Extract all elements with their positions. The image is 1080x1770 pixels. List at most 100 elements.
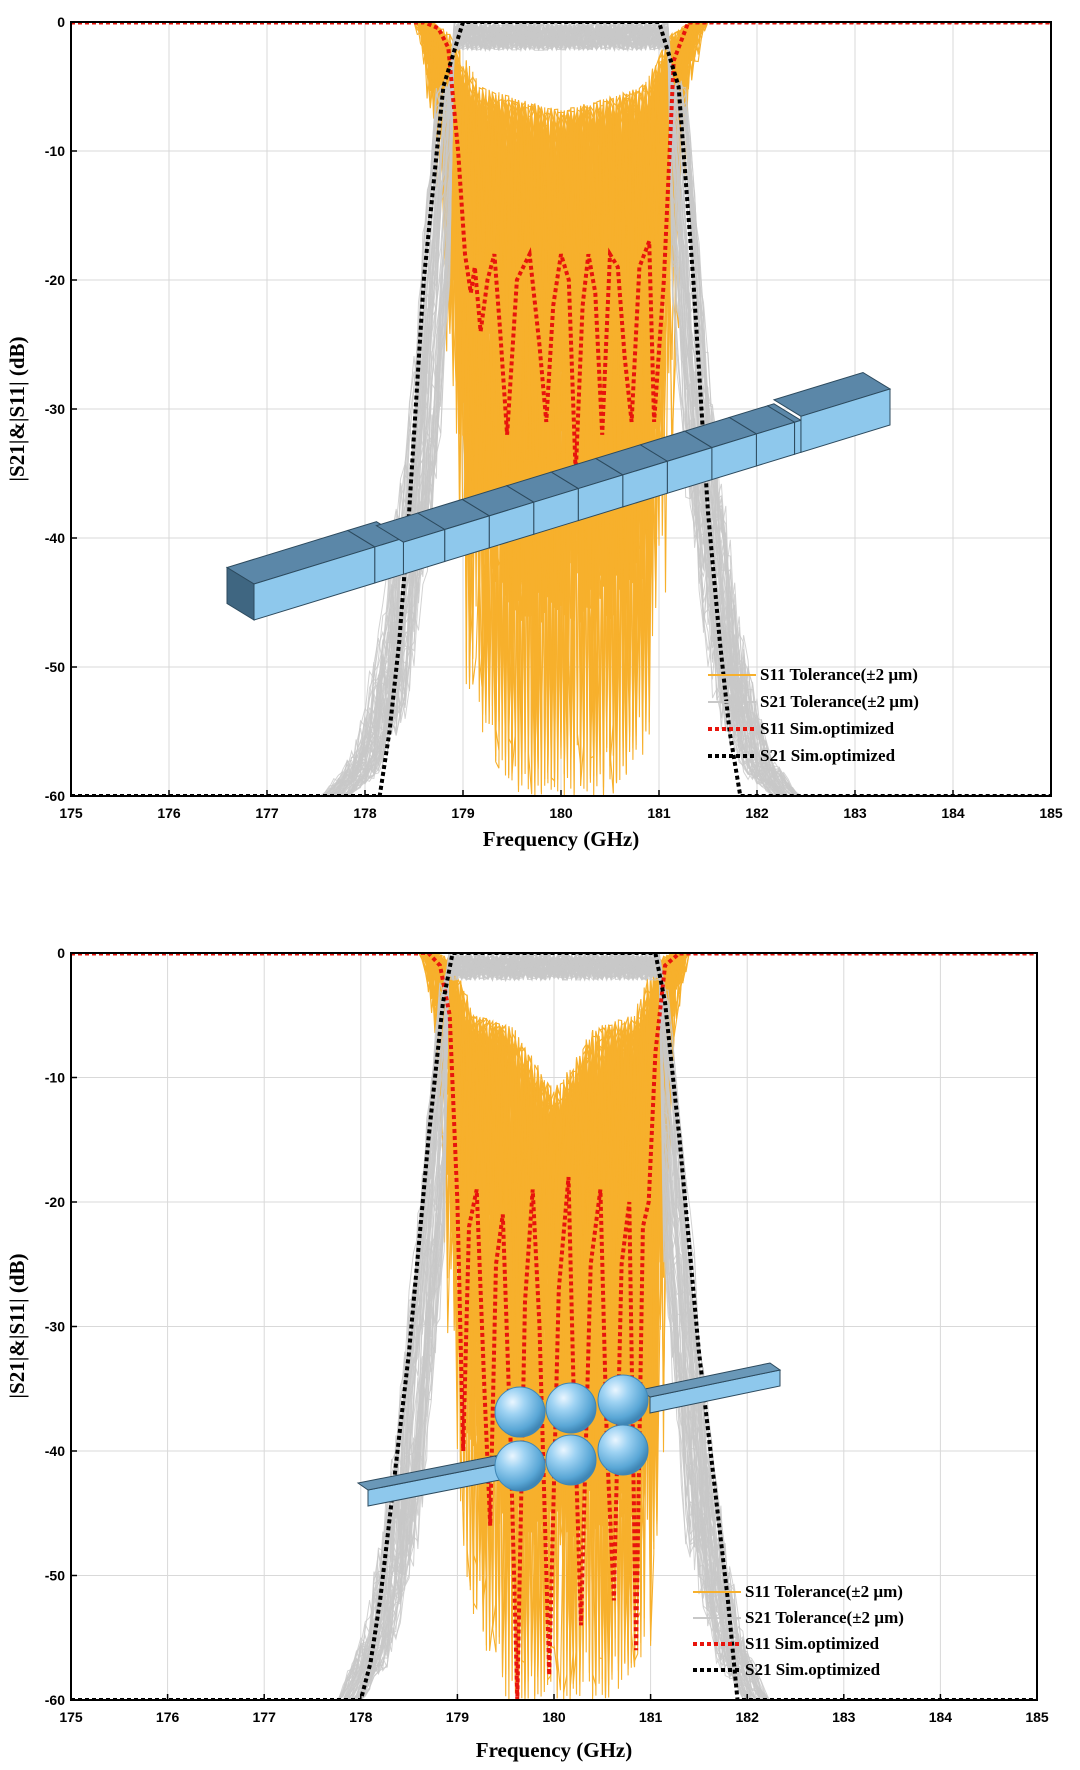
x-tick-label: 182	[736, 1709, 760, 1725]
s11-tolerance-trace	[71, 953, 1037, 1700]
x-tick-label: 185	[1025, 1709, 1049, 1725]
s11-tolerance-trace	[71, 953, 1037, 1653]
s21-tolerance-trace	[71, 953, 1037, 1700]
waveguide-front-face	[800, 388, 891, 453]
y-tick-label: 0	[57, 14, 65, 30]
legend-entry: S21 Tolerance(±2 µm)	[760, 692, 919, 711]
x-tick-label: 179	[451, 805, 475, 821]
y-tick-label: -10	[45, 1070, 65, 1086]
s21-tolerance-trace	[71, 22, 1051, 796]
x-axis-label-a: Frequency (GHz)	[483, 827, 640, 851]
s21-tolerance-trace	[71, 953, 1037, 1700]
legend-entry: S11 Tolerance(±2 µm)	[760, 665, 918, 684]
waveguide-end-face	[226, 566, 255, 621]
y-axis-label-b: |S21|&|S11| (dB)	[5, 1253, 29, 1398]
x-tick-label: 183	[832, 1709, 856, 1725]
s21-tolerance-trace	[71, 22, 1051, 796]
x-tick-label: 180	[542, 1709, 566, 1725]
s21-sim-optimized-line-a	[71, 22, 1051, 796]
x-tick-label: 177	[255, 805, 279, 821]
s11-tolerance-trace	[71, 22, 1051, 776]
y-axis-label-a: |S21|&|S11| (dB)	[5, 336, 29, 481]
s21-tolerance-trace	[71, 22, 1051, 796]
s11-tolerance-trace	[71, 22, 1051, 796]
x-tick-label: 184	[941, 805, 965, 821]
s11-tolerance-trace	[71, 22, 1051, 749]
y-tick-label: -50	[45, 659, 65, 675]
x-tick-label: 179	[446, 1709, 470, 1725]
s21-tolerance-trace	[71, 953, 1037, 1700]
s21-tolerance-trace	[71, 953, 1037, 1700]
y-tick-label: -40	[45, 530, 65, 546]
s21-tolerance-traces-a	[71, 22, 1051, 796]
s21-tolerance-trace	[71, 22, 1051, 796]
legend-entry: S11 Tolerance(±2 µm)	[745, 1582, 903, 1601]
legend-a: S11 Tolerance(±2 µm) S21 Tolerance(±2 µm)…	[708, 665, 919, 765]
y-tick-label: -20	[45, 272, 65, 288]
x-tick-label: 181	[639, 1709, 663, 1725]
s11-tolerance-traces-b	[71, 953, 1037, 1700]
s21-tolerance-trace	[71, 953, 1037, 1700]
s21-tolerance-trace	[71, 22, 1051, 796]
legend-entry: S11 Sim.optimized	[745, 1634, 880, 1653]
s11-sim-optimized-line-b	[71, 953, 1037, 1700]
s21-tolerance-trace	[71, 953, 1037, 1700]
s11-tolerance-trace	[71, 22, 1051, 596]
s11-tolerance-trace	[71, 22, 1051, 509]
x-tick-label: 175	[59, 1709, 83, 1725]
waveguide-filter-inset-a	[225, 371, 892, 621]
y-tick-label: -10	[45, 143, 65, 159]
axis-ticks-a: 175 176 177 178 179 180 181 182 183 184 185 0 -10 -20…	[45, 14, 1063, 821]
s11-tolerance-trace	[71, 22, 1051, 792]
s21-tolerance-trace	[71, 953, 1037, 1700]
s11-tolerance-trace	[71, 953, 1037, 1693]
spherical-cavity	[494, 1440, 546, 1492]
s21-tolerance-trace	[71, 23, 1051, 796]
legend-entry: S21 Sim.optimized	[760, 746, 896, 765]
spherical-cavity	[597, 1374, 649, 1426]
spherical-cavity	[597, 1424, 649, 1476]
s11-tolerance-trace	[71, 22, 1051, 765]
x-axis-label-b: Frequency (GHz)	[476, 1738, 633, 1762]
x-tick-label: 183	[843, 805, 867, 821]
chart-panel-a: 175 176 177 178 179 180 181 182 183 184 185 0 -10 -20…	[5, 14, 1063, 851]
y-tick-label: -50	[45, 1568, 65, 1584]
y-tick-label: -20	[45, 1194, 65, 1210]
s21-tolerance-trace	[71, 22, 1051, 796]
s11-tolerance-trace	[71, 953, 1037, 1689]
s11-tolerance-trace	[71, 953, 1037, 1649]
s11-tolerance-trace	[71, 22, 1051, 739]
x-tick-label: 178	[353, 805, 377, 821]
s21-tolerance-trace	[71, 953, 1037, 1700]
s11-tolerance-trace	[71, 953, 1037, 1700]
s11-tolerance-trace	[71, 953, 1037, 1671]
s21-tolerance-trace	[71, 22, 1051, 796]
s11-tolerance-trace	[71, 22, 1051, 739]
x-tick-label: 176	[157, 805, 181, 821]
legend-entry: S11 Sim.optimized	[760, 719, 895, 738]
x-tick-label: 185	[1039, 805, 1063, 821]
s21-tolerance-trace	[71, 22, 1051, 796]
s11-tolerance-trace	[71, 22, 1051, 796]
legend-entry: S21 Sim.optimized	[745, 1660, 881, 1679]
legend-entry: S21 Tolerance(±2 µm)	[745, 1608, 904, 1627]
spherical-cavity	[545, 1434, 597, 1486]
y-tick-label: -30	[45, 1319, 65, 1335]
s11-tolerance-trace	[71, 953, 1037, 1655]
s11-tolerance-trace	[71, 22, 1051, 747]
s21-tolerance-trace	[71, 953, 1037, 1700]
axis-ticks-b: 175 176 177 178 179 180 181 182 183 184 185 0 -10 -20…	[45, 945, 1049, 1725]
s21-tolerance-trace	[71, 22, 1051, 796]
y-tick-label: 0	[57, 945, 65, 961]
plot-area-a: 175 176 177 178 179 180 181 182 183 184 185 0 -10 -20…	[45, 14, 1063, 821]
x-tick-label: 178	[349, 1709, 373, 1725]
s11-tolerance-trace	[71, 22, 1051, 788]
s11-tolerance-trace	[71, 22, 1051, 565]
chart-panel-b: 175 176 177 178 179 180 181 182 183 184 185 0 -10 -20…	[5, 945, 1049, 1762]
y-tick-label: -40	[45, 1443, 65, 1459]
s11-tolerance-trace	[71, 953, 1037, 1683]
s21-tolerance-trace	[71, 22, 1051, 796]
plot-area-b: 175 176 177 178 179 180 181 182 183 184 185 0 -10 -20…	[45, 945, 1049, 1725]
s21-tolerance-trace	[71, 953, 1037, 1700]
